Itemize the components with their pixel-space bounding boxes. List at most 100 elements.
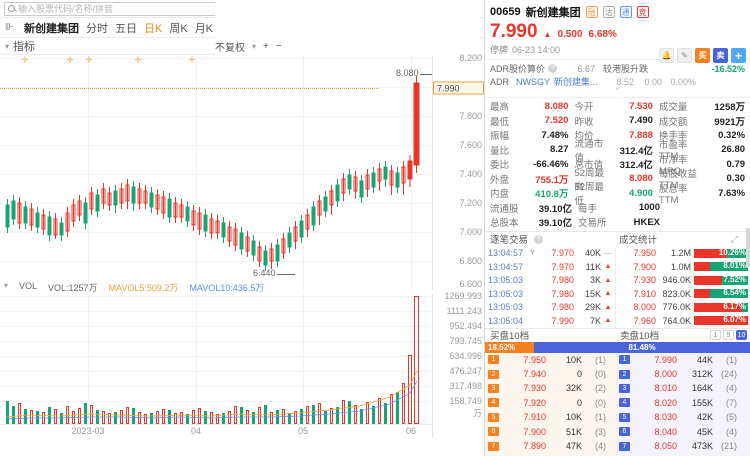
depth-level-selector[interactable]: 1 5 10 <box>710 330 747 340</box>
alarm-icon[interactable]: 🔔 <box>659 48 674 63</box>
depth-level-1[interactable]: 1 <box>710 330 721 340</box>
tab-monthly-k[interactable]: 月K <box>194 22 214 35</box>
bid-count: (0) <box>595 369 606 380</box>
trade-stats-list[interactable]: 7.950 1.2M 10.26% 7.900 1.0M 8.01% 7.930 946.… <box>616 247 750 328</box>
ask-volume: 45K <box>696 426 713 437</box>
stat-value: 7.530 <box>629 100 653 112</box>
order-book[interactable]: 1 7.950 10K (1) 2 7.940 0 (0) 3 7.930 32K (2) 4 7.… <box>485 352 750 456</box>
stat-label: 今开 <box>574 102 594 114</box>
stat-pct: 8.01% <box>723 261 746 271</box>
ask-count: (7) <box>726 397 737 408</box>
stat-label: 股息率TTM <box>658 183 688 206</box>
list-item: 7.930 946.0K 7.52% <box>616 274 750 288</box>
stat-value: 312.4亿 <box>619 160 653 172</box>
table-row: 最高 8.080 今开 7.530 成交量 1258万 <box>490 99 745 114</box>
help-icon[interactable]: ? <box>548 64 558 73</box>
stat-volume: 776.0K <box>662 302 691 313</box>
indicator-caret-icon[interactable]: ▾ <box>5 41 10 51</box>
quote-panel: 00659 新创建集团 融 沽 通 竞 7.990 ▲ 0.500 6.68% … <box>485 0 750 456</box>
zoom-out-button[interactable]: − <box>275 40 282 52</box>
add-watchlist-button[interactable]: + <box>731 48 746 63</box>
bid-count: (4) <box>595 441 606 452</box>
ratio-bar: 8.01% <box>694 261 748 272</box>
stat-value: 9921万 <box>714 116 746 128</box>
table-row: 4 8.020 155K (7) <box>616 396 750 410</box>
ask-price: 7.990 <box>654 354 677 365</box>
tab-minute[interactable]: 分时 <box>86 22 108 35</box>
tick-list[interactable]: 13:04:57 Y 7.970 40K — 13:04:57 7.970 11K ▲ 13:… <box>485 246 616 328</box>
ask-column[interactable]: 1 7.990 44K (1) 2 8.000 312K (24) 3 8.010 164K (4… <box>616 352 750 456</box>
tag-short-icon: 沽 <box>602 6 615 18</box>
help-icon[interactable]: ? <box>534 234 544 244</box>
panel-scrollbar[interactable] <box>746 228 750 328</box>
adr-last: 8.52 <box>616 76 634 87</box>
stat-value: 0.30 <box>726 173 746 185</box>
tab-daily-k[interactable]: 日K <box>144 22 163 35</box>
sell-button[interactable]: 卖 <box>713 48 728 63</box>
tick-volume: 7K <box>589 315 601 326</box>
bid-ratio: 18.52% <box>485 341 535 353</box>
bid-ask-ratio-bar: 18.52% 81.48% <box>485 341 750 353</box>
ask-level: 4 <box>619 398 630 408</box>
price-plot[interactable]: ✛ ✛ ✛ ✛ ✛ 8.080 6.440 <box>0 55 432 290</box>
ask-price: 8.010 <box>654 383 677 394</box>
ask-volume: 44K <box>696 354 713 365</box>
stat-volume: 764.0K <box>662 315 691 326</box>
indicator-label[interactable]: 指标 <box>13 41 36 53</box>
ticks-title: 逐笔交易 <box>490 235 529 246</box>
table-row: 5 8.030 42K (5) <box>616 410 750 424</box>
table-row: 2 8.000 312K (24) <box>616 367 750 381</box>
ask-count: (1) <box>726 354 737 365</box>
table-row: 1 7.950 10K (1) <box>485 353 616 367</box>
table-row: 5 7.910 10K (1) <box>485 410 616 424</box>
adr-row-label: ADR <box>490 76 510 87</box>
bid-column[interactable]: 1 7.950 10K (1) 2 7.940 0 (0) 3 7.930 32K (2) 4 7.… <box>485 352 616 456</box>
layout-icon[interactable]: ⊪ <box>5 21 14 33</box>
volume-pane[interactable]: ▾ VOL VOL:1257万 MAVOL5:509.2万 MAVOL10:43… <box>0 281 485 438</box>
bid-volume: 51K <box>565 426 582 437</box>
volume-bars <box>5 296 419 424</box>
adr-section: ADR股价算价 ? 6.67 较港股升跌 -16.52% ADR NWSGY 新… <box>485 59 750 98</box>
depth-level-5[interactable]: 5 <box>723 330 734 340</box>
bid-price: 7.920 <box>523 397 546 408</box>
ask-volume: 164K <box>691 383 713 394</box>
tick-time: 13:05:03 <box>488 288 524 299</box>
collapse-icon[interactable]: ⌃ <box>614 87 621 96</box>
table-row: 流通股 39.10亿 每手 1000 <box>490 201 745 216</box>
ask-price: 8.030 <box>654 412 677 423</box>
table-row: 3 8.010 164K (4) <box>616 381 750 395</box>
adjust-label[interactable]: 不复权 <box>215 42 245 54</box>
stat-value: HKEX <box>633 216 660 228</box>
adjust-caret-icon[interactable]: ▾ <box>252 41 257 51</box>
volume-axis: 1269.993 1111.243 952.494 793.745 634.99… <box>432 291 485 438</box>
bid-volume: 10K <box>565 412 582 423</box>
note-icon[interactable]: ✎ <box>677 48 692 63</box>
stat-label: 均价 <box>574 131 594 143</box>
buy-button[interactable]: 买 <box>695 48 710 63</box>
adr-ticker[interactable]: NWSGY <box>516 76 551 87</box>
chart-area[interactable]: ✛ ✛ ✛ ✛ ✛ 8.080 6.440 <box>0 53 485 456</box>
zoom-in-button[interactable]: + <box>263 40 269 52</box>
search-input[interactable]: 输入股票代码/名称/拼音 <box>4 1 244 16</box>
ratio-bar: 10.26% <box>694 248 748 258</box>
volume-tick: 793.745 <box>449 336 482 346</box>
volume-plot[interactable] <box>0 293 432 424</box>
expand-icon[interactable]: ⤢ <box>730 233 738 244</box>
tick-time: 13:05:04 <box>488 315 524 326</box>
tab-fiveday[interactable]: 五日 <box>115 22 137 35</box>
bid-count: (3) <box>595 426 606 437</box>
price-pane[interactable]: ✛ ✛ ✛ ✛ ✛ 8.080 6.440 <box>0 53 485 290</box>
adr-name[interactable]: 新创建集... <box>554 77 598 87</box>
list-item: 7.900 1.0M 8.01% <box>616 260 750 274</box>
price-change-arrow-icon: ▲ <box>543 30 552 39</box>
date-axis: 2023-03 04 05 06 <box>0 424 432 438</box>
depth-level-10[interactable]: 10 <box>736 330 747 340</box>
tab-weekly-k[interactable]: 周K <box>169 22 188 35</box>
mavol5-value: MAVOL5:509.2万 <box>108 283 179 293</box>
stat-price: 8.000 <box>633 302 656 313</box>
tag-auction-icon: 竞 <box>636 6 649 18</box>
volume-tick: 158.749 <box>449 396 482 406</box>
ask-level: 7 <box>619 441 630 451</box>
volume-caret-icon[interactable]: ▾ <box>4 281 9 290</box>
bid-price: 7.890 <box>523 441 546 452</box>
